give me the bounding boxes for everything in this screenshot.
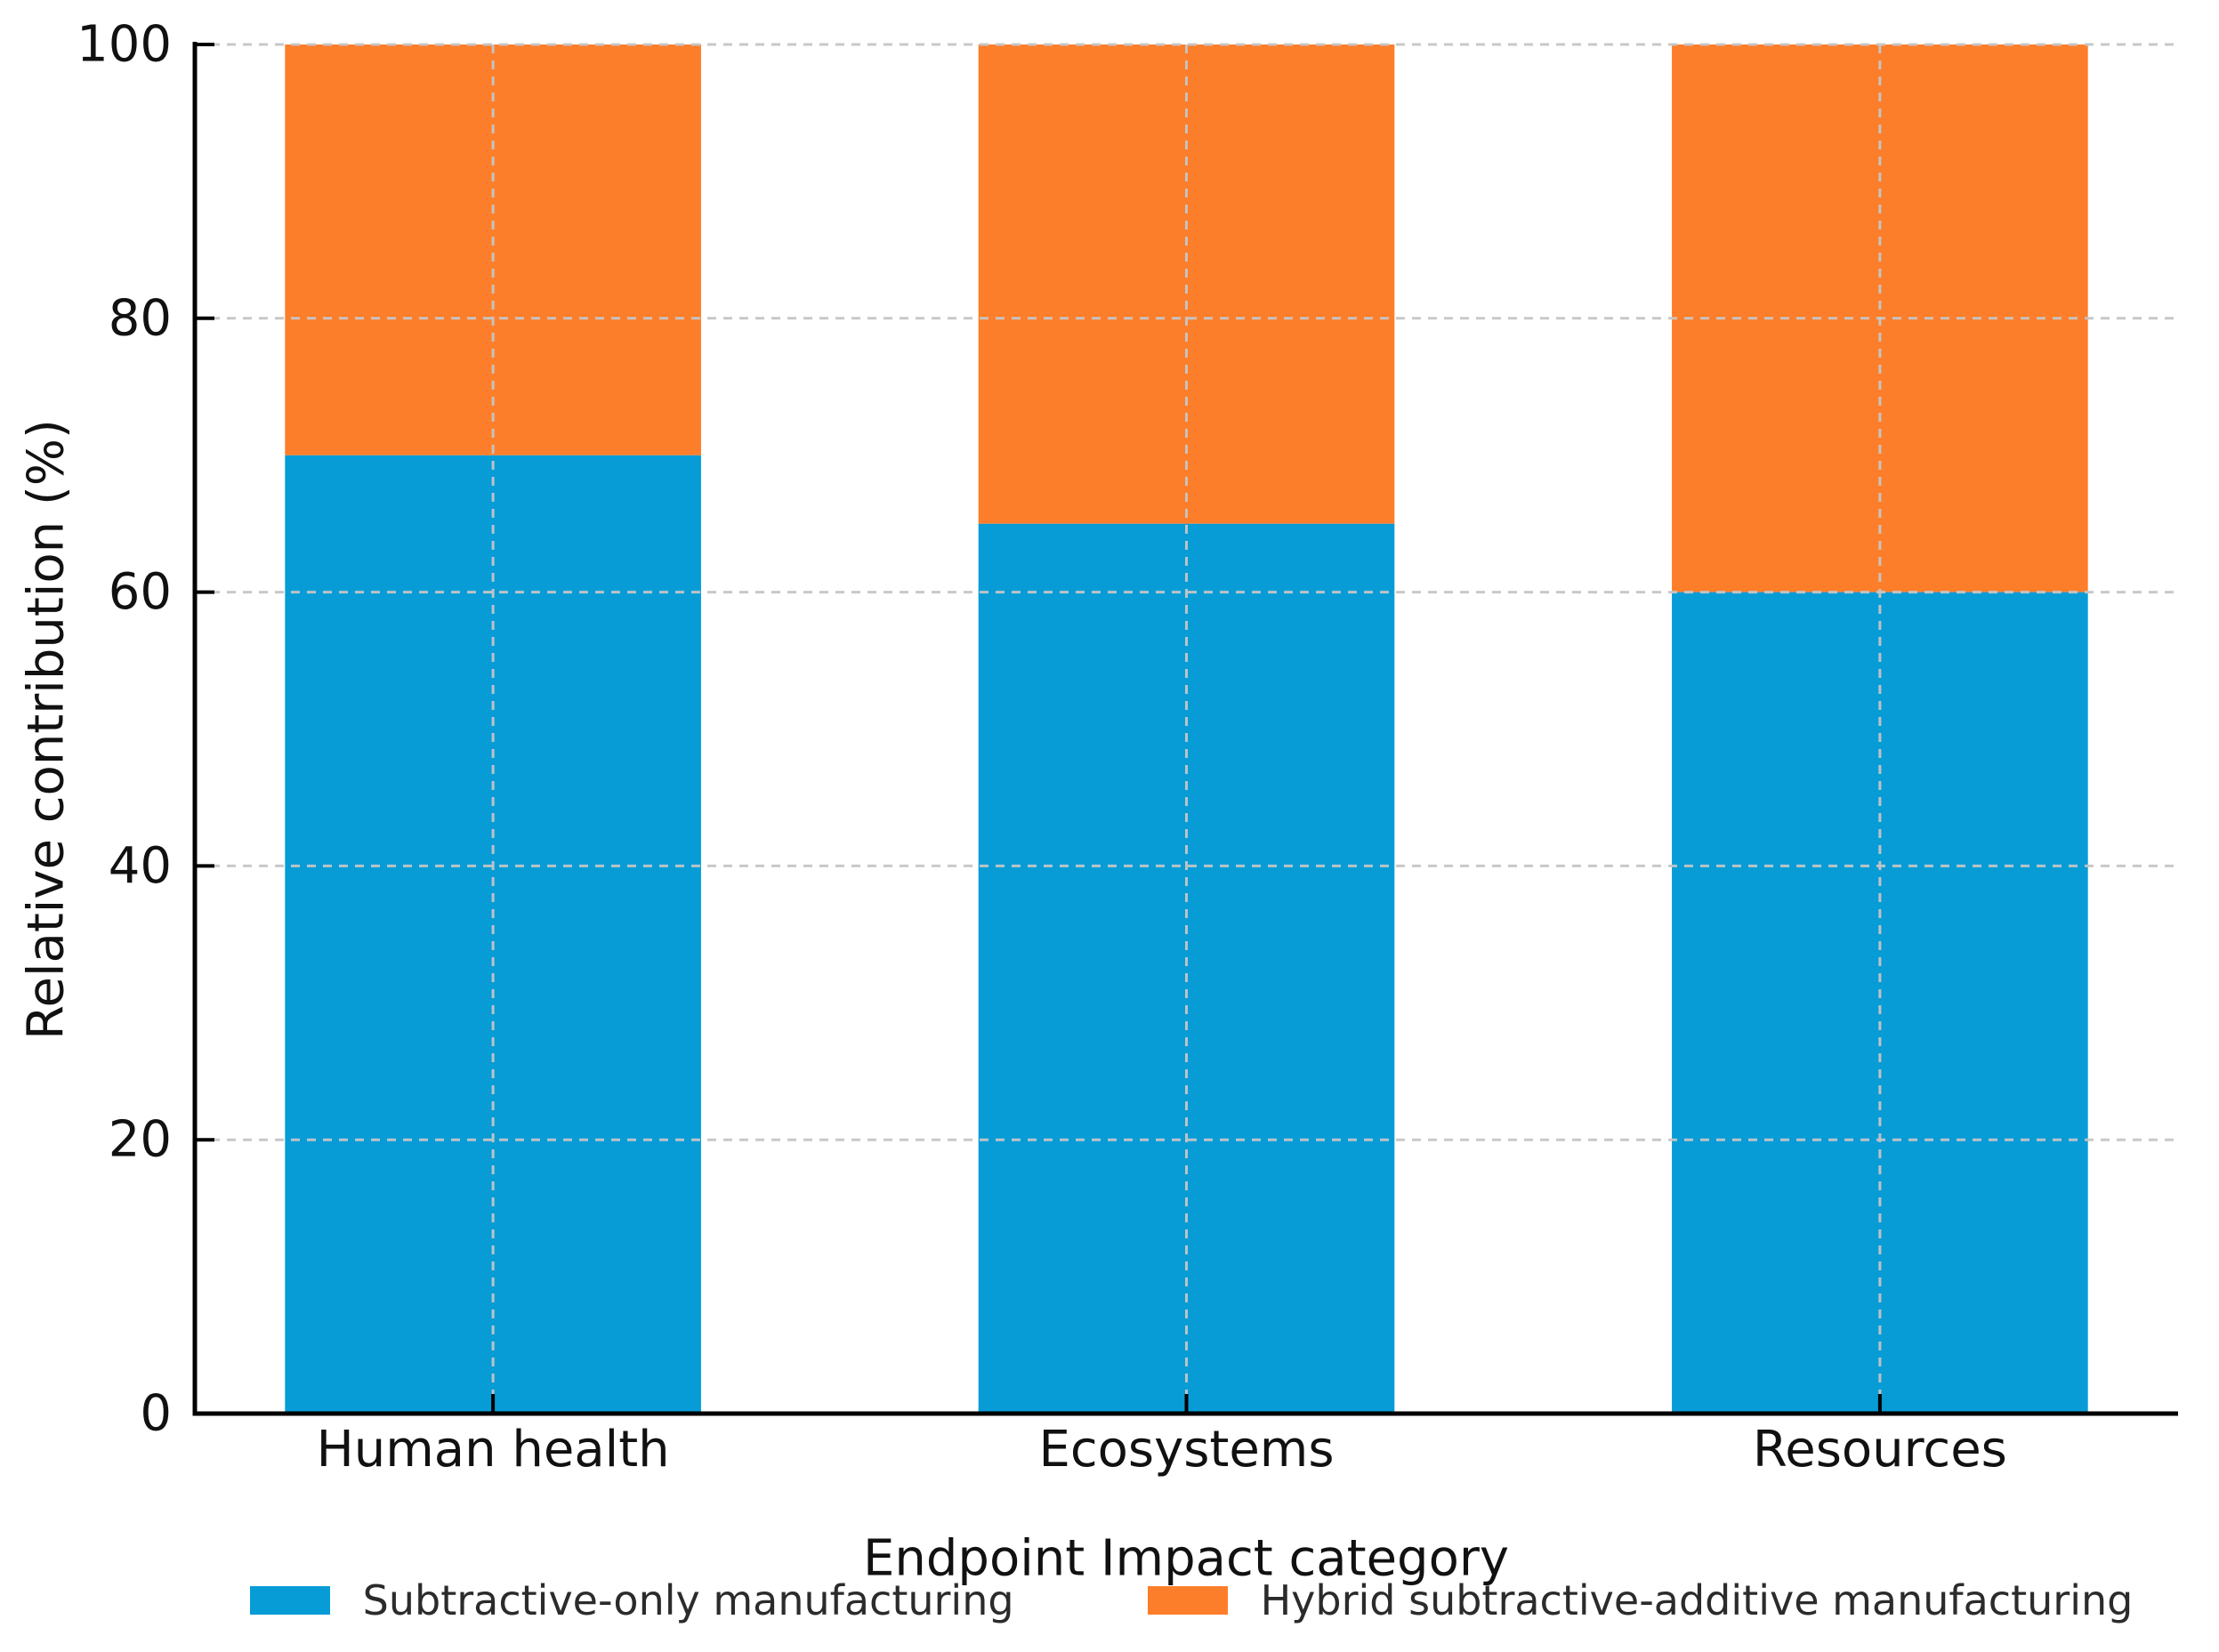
legend-swatch-hybrid (1147, 1586, 1228, 1615)
y-tick-label-80: 80 (109, 289, 172, 347)
bar-segment-ecosystems (978, 44, 1395, 524)
y-tick-label-20: 20 (109, 1111, 172, 1169)
legend: Subtractive-only manufacturing Hybrid su… (82, 1576, 2219, 1624)
y-tick-label-100: 100 (77, 16, 172, 74)
x-category-label-1: Ecosystems (1038, 1421, 1334, 1479)
y-tick-label-0: 0 (140, 1385, 172, 1443)
legend-label-hybrid: Hybrid subtractive-additive manufacturin… (1260, 1576, 2134, 1624)
x-axis-title: Endpoint Impact category (862, 1529, 1510, 1588)
bar-segment-resources (1672, 592, 2088, 1414)
x-category-label-0: Human health (317, 1421, 670, 1479)
y-tick-label-60: 60 (109, 563, 172, 621)
bar-segment-human-health (285, 44, 701, 455)
legend-item-hybrid: Hybrid subtractive-additive manufacturin… (1147, 1576, 2134, 1624)
y-tick-label-40: 40 (109, 837, 172, 895)
legend-swatch-subtractive (249, 1586, 330, 1615)
y-axis-title: Relative contribution (%) (17, 419, 76, 1040)
legend-item-subtractive: Subtractive-only manufacturing (249, 1576, 1014, 1624)
legend-label-subtractive: Subtractive-only manufacturing (362, 1576, 1014, 1624)
x-category-label-2: Resources (1753, 1421, 2007, 1479)
